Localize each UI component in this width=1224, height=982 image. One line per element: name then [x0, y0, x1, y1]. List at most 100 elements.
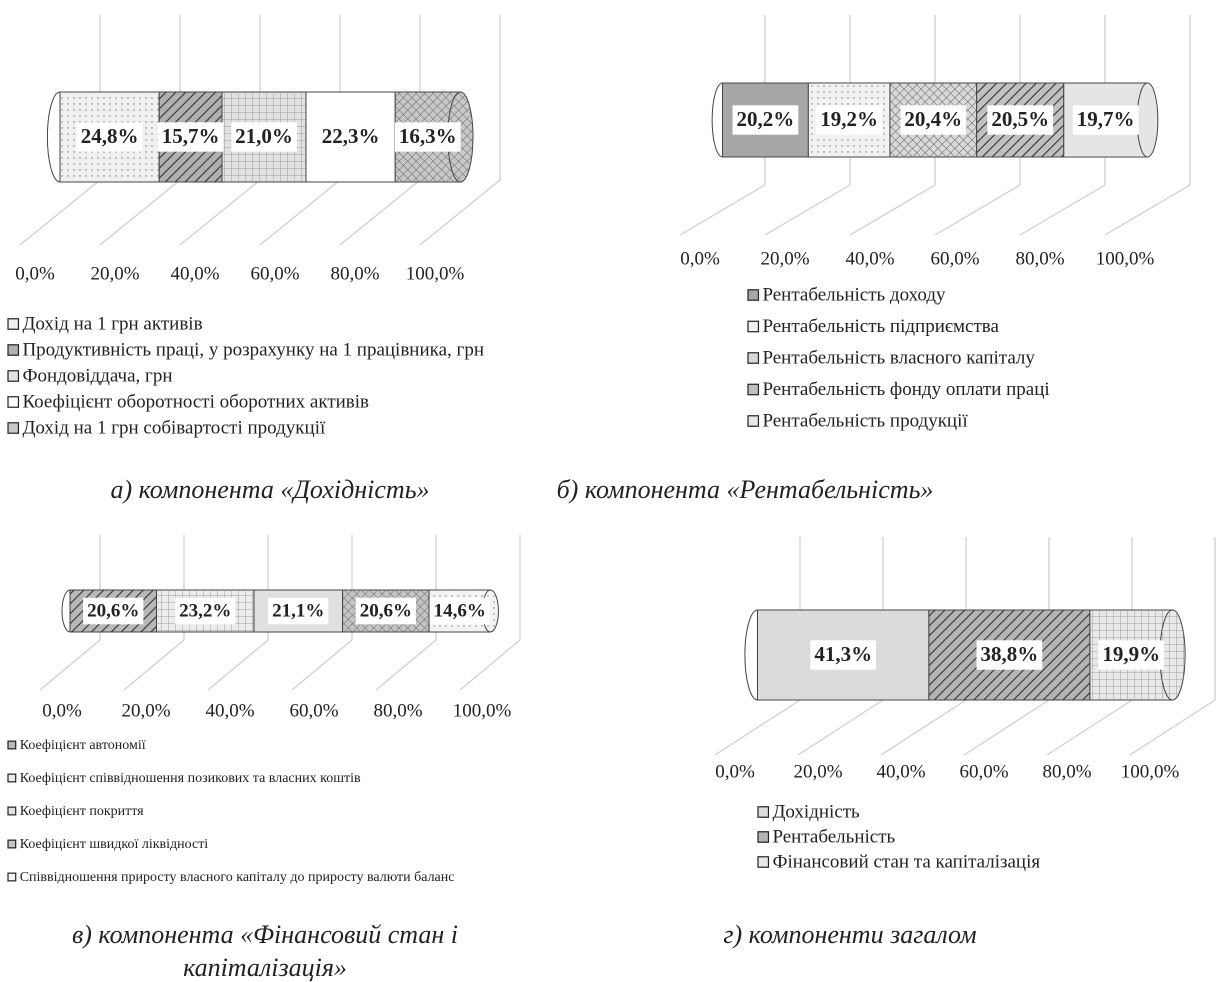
caption: в) компонента «Фінансовий стан і — [72, 920, 458, 949]
x-tick-label: 80,0% — [1042, 761, 1091, 782]
grid-line — [1104, 184, 1191, 236]
x-tick-label: 0,0% — [680, 248, 720, 269]
x-tick-label: 60,0% — [289, 700, 338, 721]
value-label-box — [231, 122, 297, 152]
legend-swatch — [7, 370, 20, 382]
value-label: 19,7% — [1077, 107, 1135, 131]
x-tick-label: 100,0% — [406, 263, 465, 284]
value-label: 38,8% — [981, 642, 1039, 666]
x-tick-label: 20,0% — [760, 248, 809, 269]
grid-line — [797, 699, 884, 756]
value-label-box — [429, 597, 490, 625]
legend-swatch — [757, 831, 770, 843]
legend-label: Коефіцієнт покриття — [20, 804, 144, 819]
legend-swatch — [747, 415, 760, 427]
grid-line — [1019, 184, 1106, 236]
x-tick-label: 80,0% — [373, 700, 422, 721]
value-label: 41,3% — [814, 642, 872, 666]
x-tick-label: 100,0% — [1121, 761, 1180, 782]
x-tick-label: 60,0% — [959, 761, 1008, 782]
grid-line — [19, 179, 101, 246]
grid-line — [419, 179, 501, 246]
legend-label: Фінансовий стан та капіталізація — [772, 851, 1040, 872]
caption: г) компоненти загалом — [723, 920, 976, 949]
value-label: 23,2% — [179, 600, 231, 621]
grid-line — [123, 639, 185, 691]
legend-label: Коефіцієнт співвідношення позикових та в… — [20, 771, 361, 786]
legend-label: Рентабельність — [772, 826, 895, 847]
value-label: 22,3% — [322, 124, 380, 148]
grid-line — [764, 184, 851, 236]
value-label-box — [1098, 640, 1165, 670]
value-label: 19,2% — [820, 107, 878, 131]
x-tick-label: 80,0% — [330, 263, 379, 284]
value-label-box — [732, 105, 799, 135]
x-tick-label: 40,0% — [876, 761, 925, 782]
x-tick-label: 40,0% — [170, 263, 219, 284]
legend-label: Фондовіддача, грн — [22, 365, 172, 386]
value-label-box — [157, 122, 224, 152]
x-tick-label: 100,0% — [1096, 248, 1155, 269]
grid-line — [291, 639, 353, 691]
value-label-box — [900, 105, 967, 135]
value-label-box — [268, 597, 329, 625]
legend-swatch — [7, 806, 17, 816]
grid-line — [207, 639, 269, 691]
legend-label: Рентабельність фонду оплати праці — [762, 379, 1049, 400]
value-label-box — [355, 597, 416, 625]
value-label: 20,6% — [87, 600, 139, 621]
legend-swatch — [7, 740, 17, 750]
grid-line — [99, 179, 181, 246]
caption: капіталізація» — [183, 953, 347, 982]
value-label: 16,3% — [399, 124, 457, 148]
grid-line — [375, 639, 437, 691]
value-label-box — [1072, 105, 1139, 135]
grid-line — [880, 699, 967, 756]
x-tick-label: 40,0% — [205, 700, 254, 721]
legend-swatch — [7, 422, 20, 434]
legend-swatch — [7, 318, 20, 330]
legend-swatch — [747, 320, 760, 333]
legend-label: Коефіцієнт оборотності оборотних активів — [22, 391, 369, 412]
value-label-box — [810, 640, 877, 670]
legend-label: Дохід на 1 грн активів — [22, 313, 202, 334]
x-tick-label: 80,0% — [1015, 248, 1064, 269]
value-label: 20,6% — [360, 600, 412, 621]
value-label: 20,5% — [991, 107, 1049, 131]
value-label: 21,1% — [272, 600, 324, 621]
value-label: 20,2% — [737, 107, 795, 131]
legend-swatch — [7, 872, 17, 882]
bar-cap-texture — [1159, 610, 1186, 700]
legend-label: Коефіцієнт автономії — [20, 738, 146, 753]
legend-swatch — [757, 806, 770, 818]
bar-cap-texture — [1137, 83, 1158, 157]
legend-swatch — [757, 856, 770, 868]
chart: 0,0% 20,0% 40,0% 60,0% 80,0% 100,0% 20,2% 19,2%… — [557, 15, 1191, 504]
x-tick-label: 20,0% — [121, 700, 170, 721]
grid-line — [339, 179, 421, 246]
chart: 0,0% 20,0% 40,0% 60,0% 80,0% 100,0% 20,6% 23,2%… — [7, 535, 521, 982]
legend-label: Рентабельність доходу — [762, 284, 946, 305]
chart: 0,0% 20,0% 40,0% 60,0% 80,0% 100,0% 24,8% 15,7%… — [7, 15, 501, 504]
value-label-box — [394, 122, 461, 152]
legend-swatch — [747, 289, 760, 301]
value-label: 14,6% — [434, 600, 486, 621]
value-label: 21,0% — [235, 124, 293, 148]
grid-line — [934, 184, 1021, 236]
value-label-box — [317, 122, 384, 152]
x-tick-label: 40,0% — [845, 248, 894, 269]
legend-swatch — [7, 773, 17, 783]
grid-line — [259, 179, 341, 246]
x-tick-label: 100,0% — [453, 700, 512, 721]
bar-left-edge — [711, 82, 723, 158]
value-label: 24,8% — [81, 124, 139, 148]
value-label: 15,7% — [162, 124, 220, 148]
legend-label: Рентабельність власного капіталу — [762, 347, 1035, 368]
grid-line — [849, 184, 936, 236]
value-label-box — [83, 597, 144, 625]
legend-label: Коефіцієнт швидкої ліквідності — [20, 837, 209, 852]
bar-left-edge — [744, 609, 758, 701]
x-tick-label: 0,0% — [15, 263, 55, 284]
value-label: 20,4% — [904, 107, 962, 131]
legend-label: Дохід на 1 грн собівартості продукції — [22, 417, 326, 438]
